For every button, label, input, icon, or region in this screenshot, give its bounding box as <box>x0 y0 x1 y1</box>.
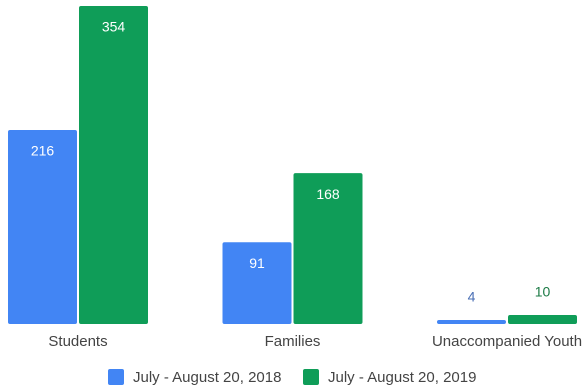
legend[interactable]: July - August 20, 2018 July - August 20, … <box>108 369 476 386</box>
legend-label-series-2: July - August 20, 2019 <box>328 369 476 386</box>
bar-unaccompanied-youth-series-2 <box>508 315 577 324</box>
legend-item-series-2[interactable]: July - August 20, 2019 <box>303 369 476 386</box>
x-tick-students: Students <box>48 333 107 350</box>
data-label-students-series-2: 354 <box>102 19 126 35</box>
category-ticks-layer: Students Families Unaccompanied Youth <box>48 333 582 350</box>
legend-label-series-1: July - August 20, 2018 <box>133 369 281 386</box>
data-label-students-series-1: 216 <box>31 143 55 159</box>
x-tick-unaccompanied-youth: Unaccompanied Youth <box>432 333 582 350</box>
bar-unaccompanied-youth-series-1 <box>437 320 506 324</box>
bar-students-series-1 <box>8 129 77 324</box>
data-label-unaccompanied-youth-series-1: 4 <box>468 289 476 305</box>
data-labels-layer: 216 354 91 168 4 10 <box>31 19 552 307</box>
bar-families-series-1 <box>222 242 292 324</box>
legend-item-series-1[interactable]: July - August 20, 2018 <box>108 369 281 386</box>
legend-swatch-series-1 <box>108 369 124 385</box>
data-label-families-series-2: 168 <box>316 186 340 202</box>
data-label-unaccompanied-youth-series-2: 10 <box>535 284 551 300</box>
x-tick-families: Families <box>265 333 321 350</box>
bars-layer <box>8 6 577 324</box>
legend-swatch-series-2 <box>303 369 319 385</box>
bar-students-series-2 <box>79 6 148 324</box>
data-label-families-series-1: 91 <box>249 255 265 271</box>
bar-families-series-2 <box>293 173 363 324</box>
